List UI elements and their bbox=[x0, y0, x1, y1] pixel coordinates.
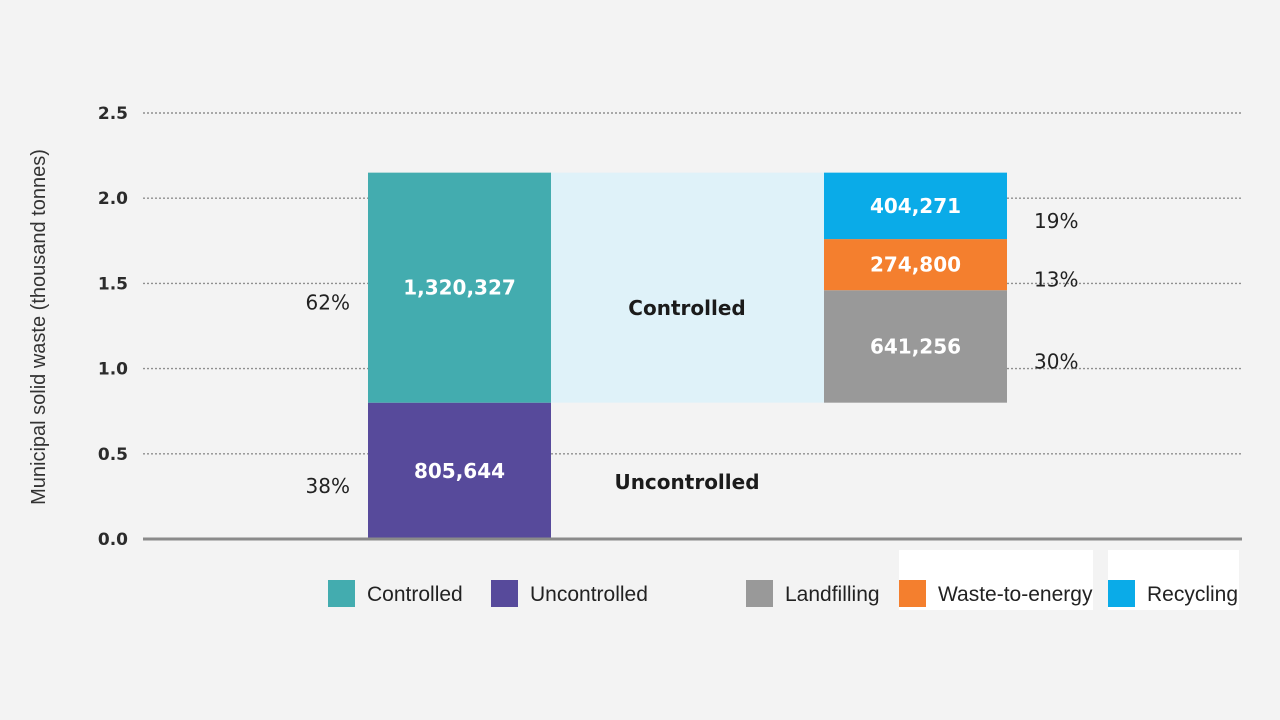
y-tick-label: 1.5 bbox=[98, 274, 128, 294]
percent-label-recycling: 19% bbox=[1034, 209, 1078, 233]
y-axis-ticks: 0.0 0.5 1.0 1.5 2.0 2.5 bbox=[98, 104, 128, 550]
bar-segment-landfilling bbox=[824, 290, 1007, 403]
y-axis-label: Municipal solid waste (thousand tonnes) bbox=[28, 149, 50, 505]
value-label-landfilling: 641,256 bbox=[870, 334, 961, 358]
y-tick-label: 2.0 bbox=[98, 189, 128, 209]
percent-label-waste-to-energy: 13% bbox=[1034, 268, 1078, 292]
y-tick-label: 2.5 bbox=[98, 104, 128, 124]
legend-swatch-recycling bbox=[1108, 580, 1135, 607]
bars bbox=[368, 172, 1007, 539]
percent-label-landfilling: 30% bbox=[1034, 349, 1078, 373]
legend-label-recycling: Recycling bbox=[1147, 583, 1238, 606]
legend-swatch-uncontrolled bbox=[491, 580, 518, 607]
value-label-uncontrolled: 805,644 bbox=[414, 459, 505, 483]
data-labels: 805,644 38% 1,320,327 62% 641,256 30% 274,800 1… bbox=[306, 194, 1079, 498]
value-label-recycling: 404,271 bbox=[870, 194, 961, 218]
percent-label-controlled: 62% bbox=[306, 291, 350, 315]
bar-segment-recycling bbox=[824, 172, 1007, 240]
bar-segment-controlled bbox=[368, 172, 551, 403]
legend-label-landfilling: Landfilling bbox=[785, 583, 880, 606]
legend-swatch-landfilling bbox=[746, 580, 773, 607]
y-tick-label: 1.0 bbox=[98, 360, 128, 380]
controlled-flow-band bbox=[551, 172, 824, 403]
uncontrolled-region-label: Uncontrolled bbox=[614, 470, 759, 494]
value-label-waste-to-energy: 274,800 bbox=[870, 253, 961, 277]
legend-swatch-waste-to-energy bbox=[899, 580, 926, 607]
bar-segment-uncontrolled bbox=[368, 402, 551, 539]
bar-segment-waste-to-energy bbox=[824, 239, 1007, 291]
legend: Controlled Uncontrolled Landfilling Waste-t… bbox=[328, 550, 1239, 610]
percent-label-uncontrolled: 38% bbox=[306, 474, 350, 498]
legend-backdrop bbox=[899, 550, 1093, 610]
y-tick-label: 0.5 bbox=[98, 445, 128, 465]
legend-label-uncontrolled: Uncontrolled bbox=[530, 583, 648, 606]
legend-label-controlled: Controlled bbox=[367, 583, 463, 606]
legend-label-waste-to-energy: Waste-to-energy bbox=[938, 583, 1093, 606]
controlled-region-label: Controlled bbox=[628, 296, 745, 320]
value-label-controlled: 1,320,327 bbox=[403, 276, 516, 300]
legend-swatch-controlled bbox=[328, 580, 355, 607]
y-tick-label: 0.0 bbox=[98, 530, 128, 550]
